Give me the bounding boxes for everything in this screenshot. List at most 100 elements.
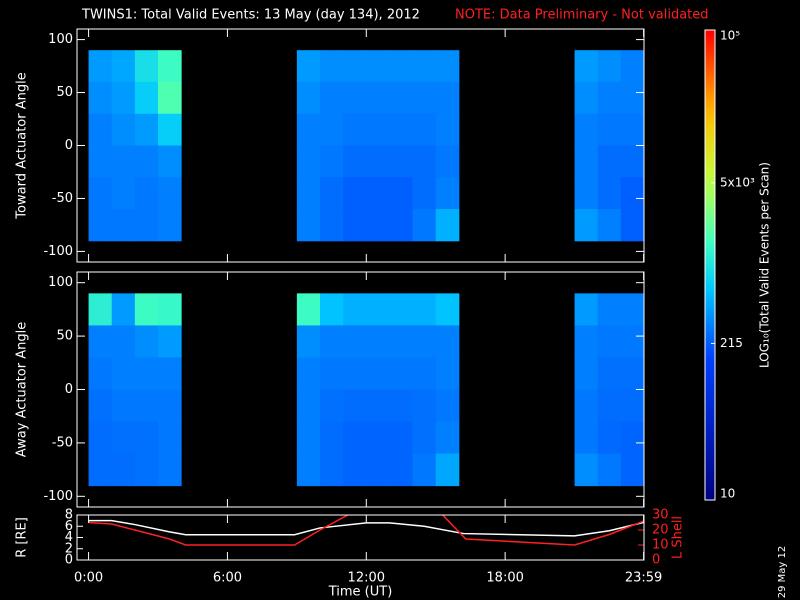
colorbar-tick-label: 5x10³ <box>720 175 755 189</box>
note: NOTE: Data Preliminary - Not validated <box>455 8 709 23</box>
heatmap-cell <box>412 209 437 242</box>
heatmap-cell <box>320 453 344 487</box>
heatmap-cell <box>574 389 599 423</box>
y-tick-label: 100 <box>48 275 73 290</box>
colorbar-tick-label: 215 <box>720 336 743 350</box>
heatmap-cell <box>597 50 622 83</box>
heatmap-cell <box>389 209 414 242</box>
heatmap-cell <box>158 325 182 358</box>
heatmap-cell <box>343 81 367 115</box>
heatmap-cell <box>597 81 622 115</box>
y2-tick-label: 20 <box>652 523 669 538</box>
plot-frame <box>76 28 645 263</box>
heatmap-cell <box>435 209 460 242</box>
heatmap-cell <box>343 145 367 178</box>
y-tick-label: 6 <box>65 519 73 534</box>
heatmap-cell <box>597 113 622 146</box>
heatmap-cell <box>88 357 113 390</box>
plot-frame <box>76 271 645 508</box>
heatmap-cell <box>296 357 321 390</box>
heatmap-cell <box>111 421 136 455</box>
heatmap-cell <box>435 421 460 455</box>
heatmap-cell <box>134 50 159 83</box>
heatmap-cell <box>343 50 367 83</box>
heatmap-cell <box>111 145 136 178</box>
heatmap-cell <box>320 145 344 178</box>
heatmap-cell <box>111 389 136 423</box>
plot-lines <box>88 515 644 546</box>
heatmap-cell <box>620 113 645 146</box>
heatmap-cell <box>620 81 645 115</box>
heatmap-cell <box>389 453 414 487</box>
heatmap-cell <box>88 50 113 83</box>
heatmap-cell <box>320 81 344 115</box>
heatmap-cell <box>620 50 645 83</box>
heatmap-cell <box>296 325 321 358</box>
heatmap-cell <box>620 177 645 210</box>
colorbar-label: LOG₁₀(Total Valid Events per Scan) <box>758 162 772 368</box>
y-tick-label: 0 <box>65 382 73 397</box>
heatmap-cell <box>366 209 390 242</box>
heatmap-cell <box>111 453 136 487</box>
heatmap-cell <box>158 177 182 210</box>
heatmap-cell <box>574 421 599 455</box>
heatmap-cell <box>158 113 182 146</box>
heatmap-cell <box>435 81 460 115</box>
y-axis-label: Toward Actuator Angle <box>15 72 30 219</box>
colorbar <box>704 29 716 501</box>
heatmap-cell <box>366 293 390 326</box>
heatmap-cell <box>574 50 599 83</box>
heatmap-cell <box>343 453 367 487</box>
heatmap-cell <box>435 325 460 358</box>
heatmap-cell <box>389 325 414 358</box>
heatmap-cell <box>343 113 367 146</box>
heatmap-cell <box>88 325 113 358</box>
x-tick-label: 6:00 <box>213 571 242 586</box>
heatmap-cell <box>366 145 390 178</box>
date-stamp: 29 May 12 <box>777 546 788 598</box>
heatmap-cell <box>435 113 460 146</box>
heatmap-cell <box>435 389 460 423</box>
y-tick-label: -50 <box>52 191 73 206</box>
heatmap-cell <box>389 145 414 178</box>
heatmap-cell <box>320 357 344 390</box>
series-line <box>88 515 644 546</box>
heatmap-cell <box>88 293 113 326</box>
heatmap-cell <box>366 453 390 487</box>
heatmap-cell <box>158 293 182 326</box>
heatmap-cell <box>366 325 390 358</box>
heatmap-cell <box>320 293 344 326</box>
heatmap-cell <box>366 50 390 83</box>
y-tick-label: 8 <box>65 508 73 523</box>
y2-tick-label: 30 <box>652 508 669 523</box>
y-tick-label: 0 <box>65 553 73 568</box>
heatmap-cell <box>412 453 437 487</box>
heatmap-cell <box>111 113 136 146</box>
y2-tick-label: 0 <box>652 553 660 568</box>
heatmap-cell <box>88 453 113 487</box>
heatmap-cell <box>158 209 182 242</box>
heatmap-cell <box>574 325 599 358</box>
heatmap-cell <box>111 81 136 115</box>
heatmap-cell <box>134 389 159 423</box>
y-axis-label: Away Actuator Angle <box>15 322 30 457</box>
heatmap-cell <box>296 389 321 423</box>
heatmap-cell <box>412 421 437 455</box>
heatmap-cell <box>88 145 113 178</box>
heatmap-cell <box>412 293 437 326</box>
heatmap-cell <box>574 113 599 146</box>
heatmap-cell <box>134 113 159 146</box>
heatmap-cell <box>134 421 159 455</box>
heatmap-cell <box>158 357 182 390</box>
heatmap-cell <box>574 145 599 178</box>
heatmap-cell <box>111 50 136 83</box>
y-tick-label: 0 <box>65 138 73 153</box>
heatmap-cell <box>597 453 622 487</box>
heatmap-cell <box>296 421 321 455</box>
heatmap-cell <box>412 145 437 178</box>
y-axis-label: R [R⁠E] <box>15 517 30 558</box>
heatmap-cell <box>412 81 437 115</box>
heatmap-cell <box>389 50 414 83</box>
y-tick-label: -50 <box>52 435 73 450</box>
heatmap-cell <box>366 81 390 115</box>
